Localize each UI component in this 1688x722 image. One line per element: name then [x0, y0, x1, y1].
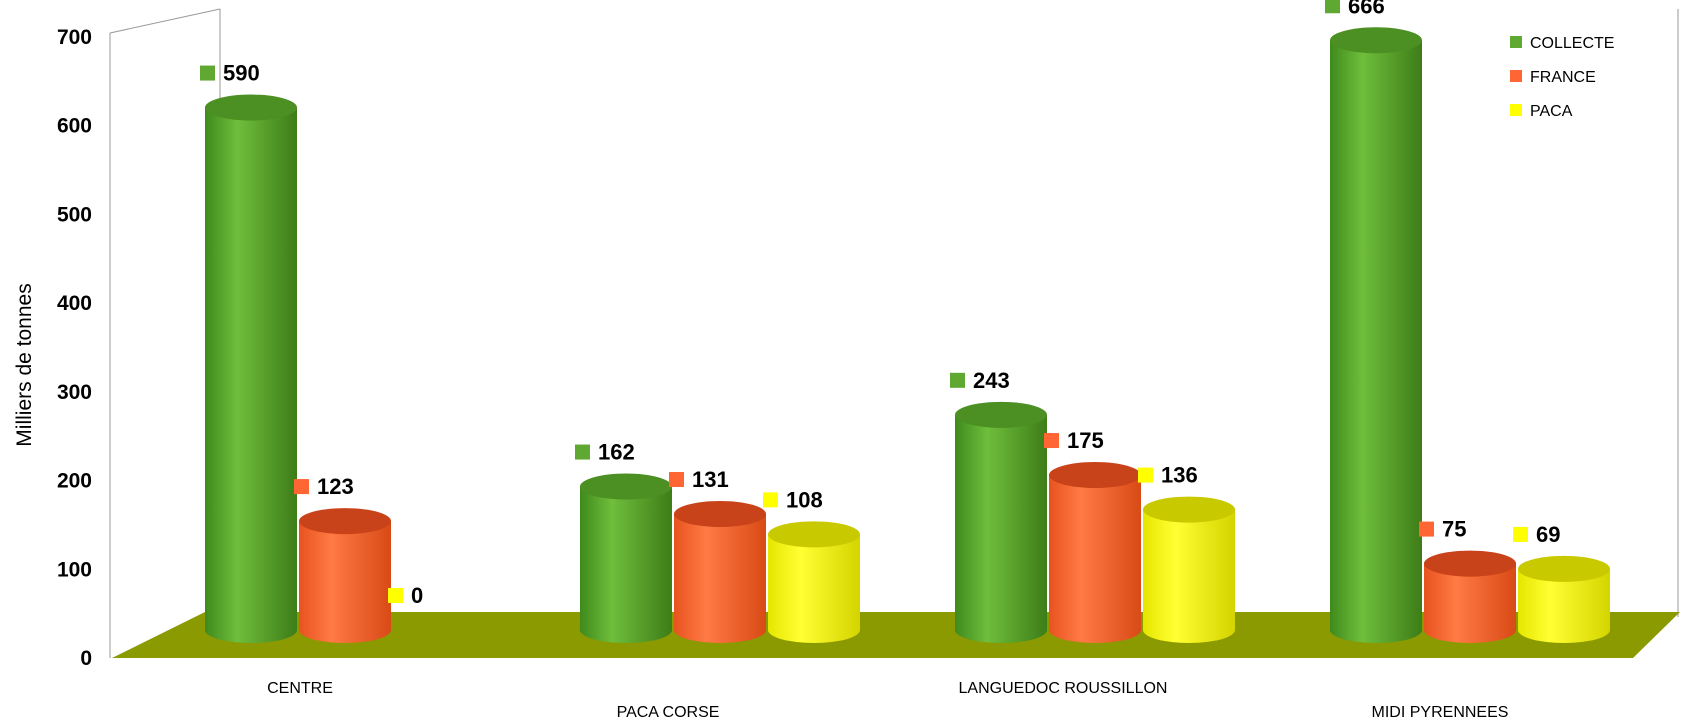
bar-top — [1330, 27, 1422, 54]
bar-paca-2: 136 — [1138, 463, 1235, 643]
legend: COLLECTE FRANCE PACA — [1510, 35, 1614, 120]
bar-body — [1424, 563, 1516, 643]
chart-floor — [112, 612, 1680, 658]
y-tick-label: 0 — [80, 647, 92, 670]
data-label: 666 — [1348, 0, 1385, 18]
data-label-marker — [1513, 526, 1528, 542]
bar-top — [955, 401, 1047, 428]
category-label: CENTRE — [267, 680, 333, 697]
y-axis: 0 100 200 300 400 500 600 700 — [57, 26, 92, 670]
legend-marker — [1510, 36, 1522, 48]
bar-top — [205, 94, 297, 121]
bar-top — [299, 508, 391, 535]
bar-body — [955, 414, 1047, 643]
data-label: 136 — [1161, 463, 1198, 488]
category-label: MIDI PYRENNEES — [1372, 704, 1509, 721]
bar-collecte-0: 590 — [200, 61, 297, 644]
y-tick-label: 200 — [57, 470, 92, 493]
data-label: 75 — [1442, 517, 1466, 542]
data-label: 123 — [317, 474, 354, 499]
data-label-marker — [1138, 467, 1153, 483]
bar-collecte-2: 243 — [950, 368, 1047, 643]
legend-marker — [1510, 104, 1522, 116]
bar-paca-1: 108 — [763, 487, 860, 643]
data-label: 131 — [692, 467, 729, 492]
bar-body — [299, 521, 391, 643]
bar-top — [1518, 555, 1610, 582]
bar-body — [1518, 568, 1610, 643]
y-tick-label: 400 — [57, 292, 92, 315]
y-tick-label: 500 — [57, 203, 92, 226]
bar-france-1: 131 — [669, 467, 766, 643]
bar-body — [1330, 40, 1422, 643]
data-label-marker — [1044, 433, 1059, 449]
legend-marker — [1510, 70, 1522, 82]
bar-collecte-1: 162 — [575, 440, 672, 643]
data-label-marker — [575, 444, 590, 460]
y-tick-label: 600 — [57, 115, 92, 138]
y-tick-label: 700 — [57, 26, 92, 49]
y-tick-label: 100 — [57, 558, 92, 581]
y-tick-label: 300 — [57, 381, 92, 404]
data-label: 162 — [598, 440, 635, 465]
bar-top — [1049, 462, 1141, 489]
data-label: 69 — [1536, 522, 1560, 547]
bar-top — [674, 500, 766, 527]
bar-top — [1143, 496, 1235, 523]
bar-body — [674, 513, 766, 643]
data-label: 108 — [786, 487, 823, 512]
data-label: 0 — [411, 583, 423, 608]
bar-paca-0: 0 — [388, 583, 423, 608]
data-label-marker — [669, 471, 684, 487]
category-label: PACA CORSE — [617, 704, 720, 721]
data-label-marker — [1419, 521, 1434, 537]
x-axis: CENTRE PACA CORSE LANGUEDOC ROUSSILLON MIDI… — [267, 680, 1508, 721]
bar-body — [768, 534, 860, 643]
bar-france-2: 175 — [1044, 428, 1141, 643]
data-label: 590 — [223, 61, 260, 86]
data-label-marker — [388, 588, 403, 603]
bar-france-0: 123 — [294, 474, 391, 643]
legend-label: COLLECTE — [1530, 35, 1614, 52]
y-axis-title: Milliers de tonnes — [13, 283, 36, 446]
data-label-marker — [1325, 0, 1340, 14]
bar-body — [1143, 509, 1235, 643]
data-label: 243 — [973, 368, 1010, 393]
data-label-marker — [200, 65, 215, 81]
data-label-marker — [763, 492, 778, 508]
bar-body — [580, 486, 672, 643]
data-label-marker — [950, 372, 965, 388]
bars: 590 123 0 162 131 108 243 175 136 666 75 69 — [200, 0, 1610, 644]
bar-top — [768, 521, 860, 548]
legend-label: FRANCE — [1530, 69, 1596, 86]
bar-collecte-3: 666 — [1325, 0, 1422, 643]
category-label: LANGUEDOC ROUSSILLON — [959, 680, 1168, 697]
bar-body — [1049, 475, 1141, 643]
bar-body — [205, 107, 297, 644]
bar-top — [580, 473, 672, 500]
bar-top — [1424, 550, 1516, 577]
bar-france-3: 75 — [1419, 517, 1516, 643]
legend-label: PACA — [1530, 103, 1573, 120]
data-label-marker — [294, 479, 309, 495]
data-label: 175 — [1067, 428, 1104, 453]
bar-paca-3: 69 — [1513, 522, 1610, 643]
